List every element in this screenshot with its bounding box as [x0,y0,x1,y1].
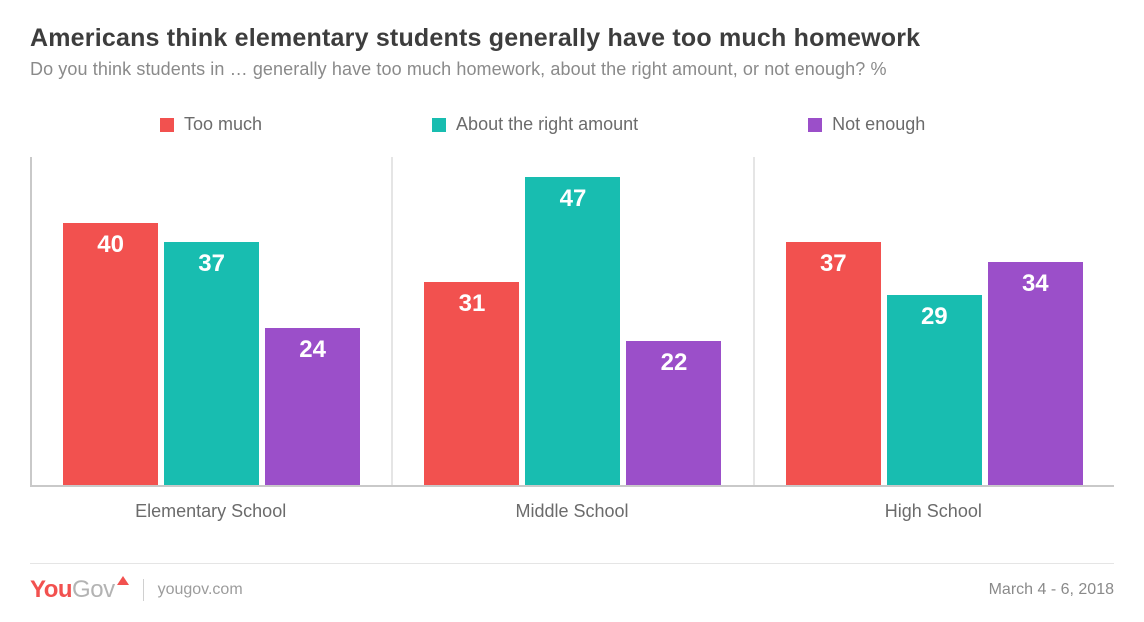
footer: YouGov yougov.com March 4 - 6, 2018 [30,563,1114,604]
legend-swatch-icon [160,118,174,132]
legend-item-not-enough: Not enough [808,114,925,135]
legend-item-right-amount: About the right amount [432,114,638,135]
bar-group: 31 47 22 [391,157,752,485]
brand-separator [143,579,144,601]
x-category-label: Elementary School [30,501,391,522]
legend-label: About the right amount [456,114,638,135]
bar-value-label: 31 [459,290,486,318]
bar-right_amount: 29 [887,295,982,485]
bar-not_enough: 34 [988,262,1083,485]
plot-area: 40 37 24 31 47 22 37 29 34 [30,157,1114,487]
bar-value-label: 47 [560,185,587,213]
x-category-label: Middle School [391,501,752,522]
bar-too_much: 37 [786,242,881,485]
bar-value-label: 24 [299,336,326,364]
legend-item-too-much: Too much [160,114,262,135]
footer-date: March 4 - 6, 2018 [989,581,1114,599]
legend-swatch-icon [432,118,446,132]
brand: YouGov yougov.com [30,576,243,604]
brand-triangle-icon [117,576,129,585]
legend-label: Not enough [832,114,925,135]
bar-value-label: 37 [198,250,225,278]
bar-too_much: 40 [63,223,158,485]
brand-word-you: You [30,576,72,603]
bar-right_amount: 47 [525,177,620,485]
bar-group: 37 29 34 [753,157,1114,485]
brand-word-gov: Gov [72,576,115,603]
x-axis: Elementary School Middle School High Sch… [30,501,1114,522]
bar-right_amount: 37 [164,242,259,485]
bar-too_much: 31 [424,282,519,485]
chart-container: Americans think elementary students gene… [0,0,1144,622]
x-category-label: High School [753,501,1114,522]
brand-url: yougov.com [158,581,243,599]
bar-not_enough: 24 [265,328,360,485]
legend-label: Too much [184,114,262,135]
bar-group: 40 37 24 [32,157,391,485]
chart-title: Americans think elementary students gene… [30,24,1114,53]
legend-swatch-icon [808,118,822,132]
bar-value-label: 40 [97,231,124,259]
bar-not_enough: 22 [626,341,721,485]
bar-value-label: 29 [921,303,948,331]
bar-value-label: 22 [661,349,688,377]
bar-value-label: 34 [1022,270,1049,298]
bar-value-label: 37 [820,250,847,278]
chart-subtitle: Do you think students in … generally hav… [30,59,1114,80]
brand-logo: YouGov [30,576,129,604]
legend: Too much About the right amount Not enou… [30,114,1114,135]
